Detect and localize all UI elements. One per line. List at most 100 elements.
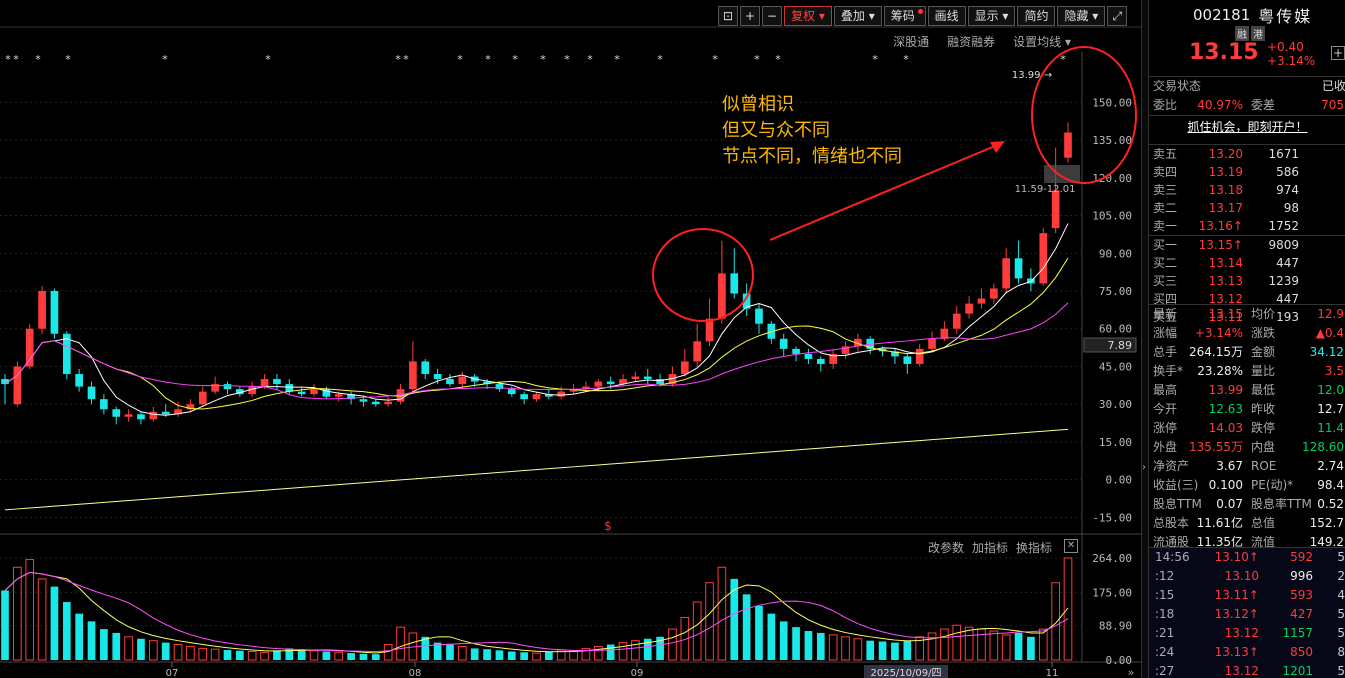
stat-label: 最低 bbox=[1251, 383, 1276, 397]
volume-bar bbox=[495, 650, 504, 660]
stat-value: 3.5 bbox=[1324, 364, 1344, 378]
volume-tick-label: 264.00 bbox=[1092, 552, 1132, 565]
tick-time: :12 bbox=[1155, 569, 1175, 583]
ask-label: 卖五 bbox=[1153, 147, 1178, 161]
ask-row[interactable]: 卖二 13.17 98 bbox=[1149, 199, 1345, 217]
candle-body bbox=[891, 351, 899, 357]
bid-row[interactable]: 买三 13.13 1239 bbox=[1149, 272, 1345, 290]
ask-label: 卖四 bbox=[1153, 165, 1178, 179]
tick-row[interactable]: 14:56 13.10↑ 592 5 bbox=[1149, 548, 1345, 567]
stat-row: 总股本 11.61亿 总值 152.7 bbox=[1149, 514, 1345, 533]
bid-row[interactable]: 买五 13.11 193 bbox=[1149, 308, 1345, 326]
candle-body bbox=[483, 381, 491, 385]
volume-bar bbox=[569, 650, 578, 661]
stat-value: 34.12 bbox=[1309, 345, 1344, 359]
event-star-icon: * bbox=[485, 53, 491, 66]
volume-bar bbox=[458, 645, 467, 661]
collapse-arrow-icon[interactable]: › bbox=[1142, 462, 1146, 473]
event-star-icon: * bbox=[754, 53, 760, 66]
volume-bar bbox=[198, 647, 208, 661]
stat-row: 股息TTM 0.07 股息率TTM 0.52 bbox=[1149, 495, 1345, 514]
bid-row[interactable]: 买一 13.15↑ 9809 bbox=[1149, 236, 1345, 254]
volume-bar bbox=[656, 636, 664, 660]
panel-splitter[interactable]: › bbox=[1141, 0, 1148, 678]
set-ma-link[interactable]: 设置均线 ▾ bbox=[1013, 35, 1071, 49]
cursor-date-label: 2025/10/09/四 bbox=[870, 668, 941, 678]
diejia-button[interactable]: 叠加 ▾ bbox=[833, 6, 882, 26]
highlight-circle bbox=[652, 228, 754, 322]
jianyue-button[interactable]: 简约 bbox=[1017, 6, 1056, 26]
tick-count: 5 bbox=[1337, 550, 1345, 564]
ask-label: 卖三 bbox=[1153, 183, 1178, 197]
swap-indicator-button[interactable]: 换指标 bbox=[1016, 541, 1053, 555]
stat-label: 收益(三) bbox=[1153, 478, 1199, 492]
bid-label: 买四 bbox=[1153, 292, 1178, 306]
tick-row[interactable]: :24 13.13↑ 850 8 bbox=[1149, 643, 1345, 662]
candle-body bbox=[730, 273, 739, 294]
stat-value: 0.52 bbox=[1317, 497, 1344, 511]
huaxian-button[interactable]: 画线 bbox=[927, 6, 966, 26]
price-tick-label: 30.00 bbox=[1099, 398, 1132, 411]
add-indicator-button[interactable]: 加指标 bbox=[972, 541, 1009, 555]
volume-bar bbox=[25, 559, 35, 661]
volume-bar bbox=[124, 636, 133, 661]
promo-link[interactable]: 抓住机会，即刻开户！ bbox=[1149, 115, 1345, 137]
stat-label: 换手* bbox=[1153, 364, 1184, 378]
tick-row[interactable]: :27 13.12 1201 5 bbox=[1149, 662, 1345, 678]
notification-dot bbox=[917, 9, 923, 14]
stock-code: 002181 bbox=[1193, 6, 1251, 24]
stat-value: 2.74 bbox=[1317, 459, 1344, 473]
price-tick-label: 150.00 bbox=[1092, 96, 1132, 109]
add-watchlist-icon[interactable]: + bbox=[1331, 46, 1345, 60]
tick-row[interactable]: :21 13.12 1157 5 bbox=[1149, 624, 1345, 643]
tick-price: 13.13↑ bbox=[1214, 645, 1259, 659]
ask-row[interactable]: 卖四 13.19 586 bbox=[1149, 163, 1345, 181]
plus-icon[interactable]: + bbox=[740, 6, 760, 26]
volume-bar bbox=[50, 586, 59, 660]
stat-label: 昨收 bbox=[1251, 402, 1276, 416]
close-icon[interactable]: ✕ bbox=[1064, 539, 1079, 553]
stat-row: 最新 13.15 均价 12.9 bbox=[1149, 305, 1345, 324]
tick-row[interactable]: :12 13.10 996 2 bbox=[1149, 567, 1345, 586]
ask-row[interactable]: 卖一 13.16↑ 1752 bbox=[1149, 217, 1345, 235]
tick-row[interactable]: :18 13.12↑ 427 5 bbox=[1149, 605, 1345, 624]
yincang-button[interactable]: 隐藏 ▾ bbox=[1057, 6, 1106, 26]
lock-icon[interactable]: ⊡ bbox=[718, 6, 738, 26]
xianshi-button[interactable]: 显示 ▾ bbox=[967, 6, 1016, 26]
fullscreen-icon[interactable]: ⤢ bbox=[1107, 6, 1128, 26]
tick-row[interactable]: :15 13.11↑ 593 4 bbox=[1149, 586, 1345, 605]
stat-label: 股息率TTM bbox=[1251, 497, 1312, 511]
volume-bar bbox=[148, 640, 158, 661]
stat-label: 均价 bbox=[1251, 307, 1276, 321]
shengutong-link[interactable]: 深股通 bbox=[893, 35, 930, 49]
bid-row[interactable]: 买四 13.12 447 bbox=[1149, 290, 1345, 308]
annotation-arrow bbox=[769, 145, 996, 241]
bid-price: 13.13 bbox=[1208, 274, 1243, 288]
bid-row[interactable]: 买二 13.14 447 bbox=[1149, 254, 1345, 272]
kline-chart-area[interactable]: 150.00 135.00 120.00 105.00 90.00 75.00 60.00 4… bbox=[0, 0, 1141, 678]
rongzirongquan-link[interactable]: 融资融券 bbox=[947, 35, 996, 49]
volume-bar bbox=[940, 628, 949, 661]
volume-bar bbox=[705, 582, 714, 661]
candle-body bbox=[236, 389, 244, 395]
stat-row: 涨停 14.03 跌停 11.4 bbox=[1149, 419, 1345, 438]
kline-chart-svg[interactable]: 150.00 135.00 120.00 105.00 90.00 75.00 60.00 4… bbox=[0, 0, 1141, 678]
volume-bar bbox=[507, 651, 516, 660]
volume-bar bbox=[717, 566, 727, 661]
chouma-button[interactable]: 筹码 bbox=[883, 6, 926, 26]
minus-icon[interactable]: − bbox=[762, 6, 782, 26]
ask-row[interactable]: 卖三 13.18 974 bbox=[1149, 181, 1345, 199]
candle-body bbox=[990, 288, 998, 299]
order-book-divider bbox=[1149, 235, 1345, 236]
candle-body bbox=[38, 291, 46, 329]
ask-row[interactable]: 卖五 13.20 1671 bbox=[1149, 145, 1345, 163]
ask-volume: 1671 bbox=[1268, 147, 1299, 161]
price-tick-label: 45.00 bbox=[1099, 360, 1132, 373]
fuquan-button[interactable]: 复权 ▾ bbox=[784, 6, 832, 26]
candle-body bbox=[866, 338, 875, 349]
volume-bar bbox=[161, 642, 170, 660]
candle-body bbox=[260, 379, 269, 387]
stat-value: 11.35亿 bbox=[1196, 535, 1243, 549]
candle-body bbox=[705, 318, 714, 342]
change-params-button[interactable]: 改参数 bbox=[928, 541, 965, 555]
